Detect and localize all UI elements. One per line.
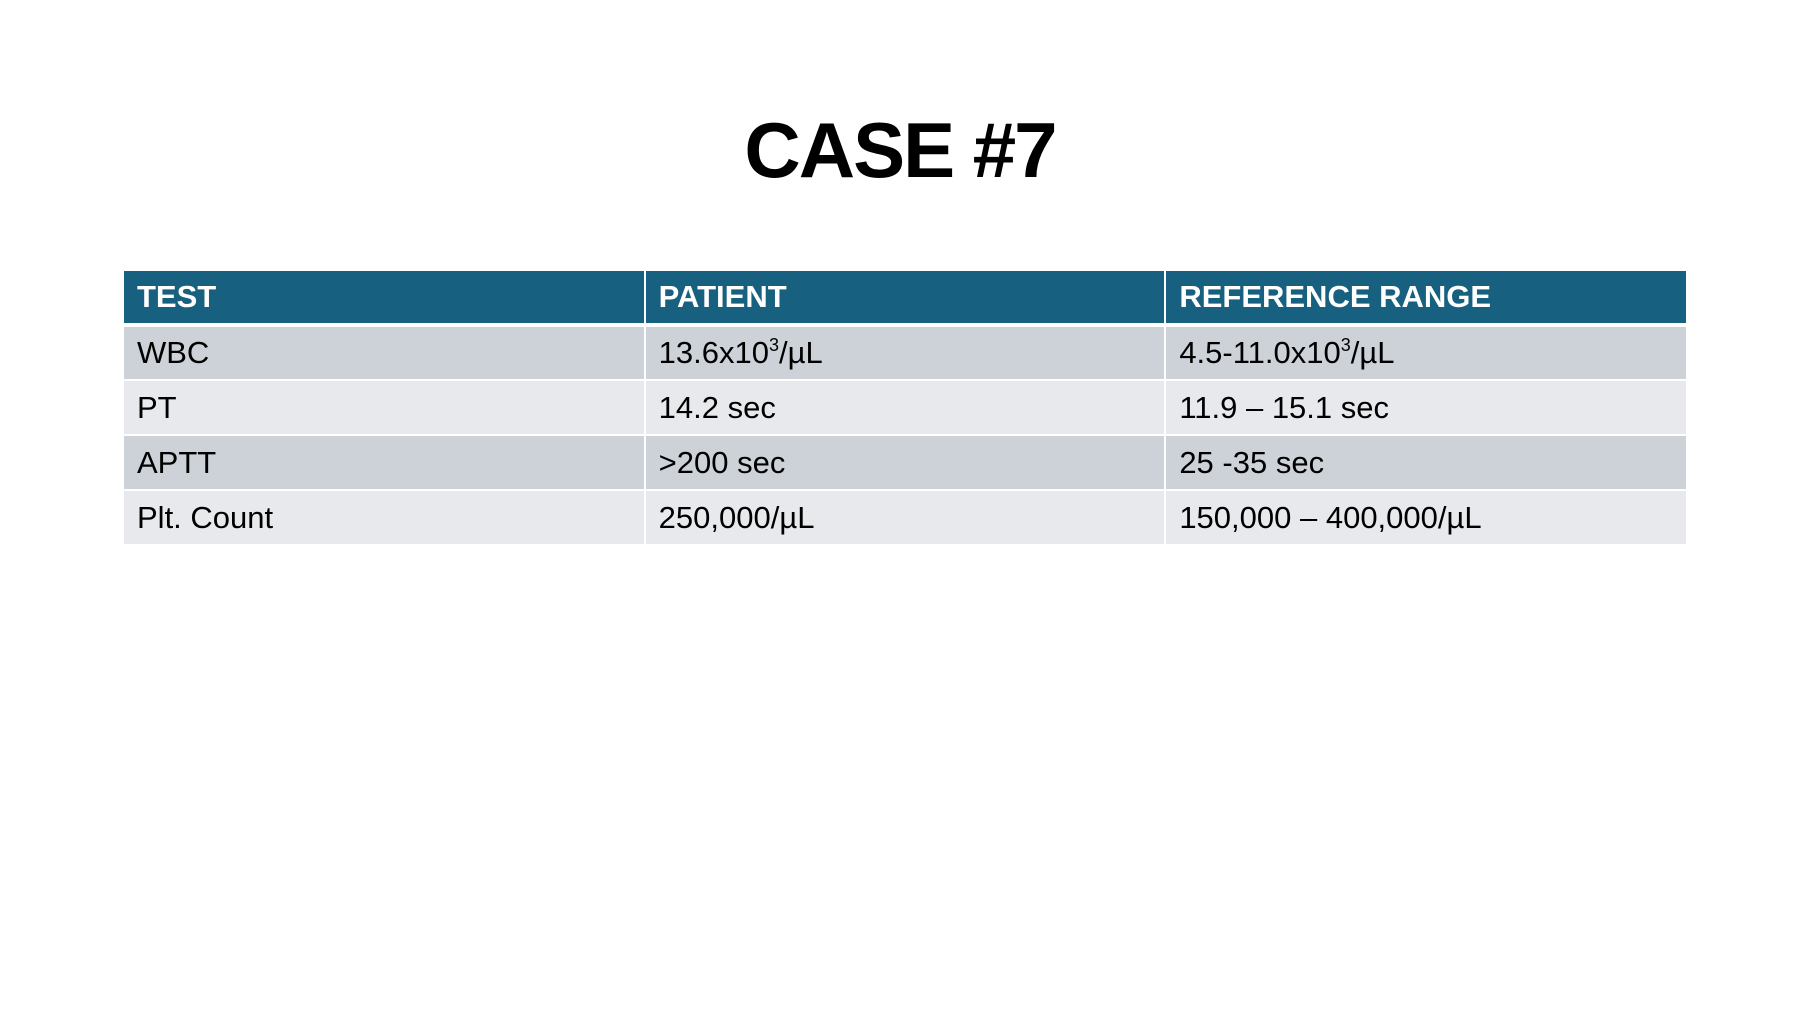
cell-patient: 14.2 sec [644, 380, 1167, 436]
cell-reference: 11.9 – 15.1 sec [1165, 380, 1686, 436]
value-unit: /µL [1350, 335, 1395, 370]
cell-patient: 13.6x103/µL [644, 325, 1167, 381]
table-header-row: TEST PATIENT REFERENCE RANGE [124, 271, 1686, 327]
value-unit: /µL [779, 335, 823, 370]
table-row-wbc: WBC 13.6x103/µL 4.5-11.0x103/µL [124, 325, 1686, 381]
lab-results-table: TEST PATIENT REFERENCE RANGE WBC 13.6x10… [124, 271, 1686, 546]
value-base: 13.6x10 [658, 335, 769, 370]
cell-reference: 150,000 – 400,000/µL [1165, 490, 1686, 546]
cell-reference: 25 -35 sec [1165, 435, 1686, 491]
cell-patient: 250,000/µL [644, 490, 1167, 546]
table-row-pt: PT 14.2 sec 11.9 – 15.1 sec [124, 380, 1686, 436]
table-row-plt-count: Plt. Count 250,000/µL 150,000 – 400,000/… [124, 490, 1686, 546]
value-exponent: 3 [1340, 335, 1351, 355]
table-row-aptt: APTT >200 sec 25 -35 sec [124, 435, 1686, 491]
slide-title: CASE #7 [744, 106, 1057, 194]
header-reference-range: REFERENCE RANGE [1165, 271, 1686, 327]
value-exponent: 3 [768, 335, 779, 355]
header-test: TEST [124, 271, 646, 327]
header-patient: PATIENT [644, 271, 1167, 327]
cell-patient: >200 sec [644, 435, 1167, 491]
cell-test: WBC [124, 325, 646, 381]
cell-test: PT [124, 380, 646, 436]
cell-test: Plt. Count [124, 490, 646, 546]
cell-reference: 4.5-11.0x103/µL [1165, 325, 1686, 381]
cell-test: APTT [124, 435, 646, 491]
value-base: 4.5-11.0x10 [1179, 335, 1341, 370]
